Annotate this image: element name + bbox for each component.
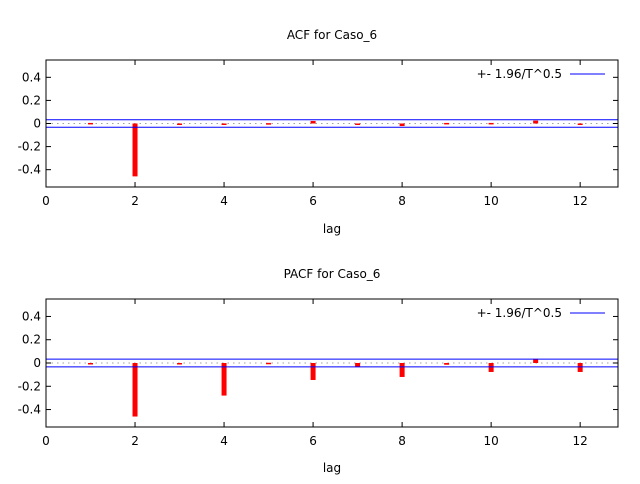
pacf-xtick-label: 12: [573, 434, 588, 448]
acf-bar-lag-9: [444, 122, 450, 125]
acf-bar-lag-8: [399, 123, 405, 127]
acf-bar-lag-5: [266, 123, 272, 125]
acf-bar-lag-1: [88, 122, 94, 125]
acf-xtick-label: 4: [220, 194, 228, 208]
pacf-panel: PACF for Caso_6 lag +- 1.96/T^0.5 0 2 4 6 8 1…: [18, 267, 619, 475]
pacf-ytick-label: 0.4: [22, 309, 41, 323]
pacf-bar-lag-2: [132, 363, 138, 417]
acf-ytick-label: -0.4: [18, 163, 41, 177]
acf-bar-lag-4: [221, 123, 227, 125]
pacf-xtick-label: 10: [483, 434, 498, 448]
pacf-bar-lag-6: [310, 363, 316, 380]
pacf-bar-lag-12: [577, 363, 583, 372]
pacf-ytick-label: -0.4: [18, 403, 41, 417]
acf-ytick-label: 0: [33, 117, 41, 131]
acf-xtick-label: 6: [309, 194, 317, 208]
pacf-xtick-label: 4: [220, 434, 228, 448]
pacf-bar-lag-1: [88, 363, 94, 365]
pacf-title: PACF for Caso_6: [284, 267, 381, 281]
acf-ytick-label: -0.2: [18, 140, 41, 154]
acf-ytick-label: 0.4: [22, 70, 41, 84]
pacf-ytick-label: 0.2: [22, 333, 41, 347]
pacf-xtick-label: 2: [131, 434, 139, 448]
pacf-ytick-label: 0: [33, 356, 41, 370]
acf-xtick-label: 10: [483, 194, 498, 208]
acf-bar-lag-6: [310, 120, 316, 124]
pacf-bar-lag-3: [177, 363, 183, 365]
acf-bar-lag-12: [577, 123, 583, 125]
acf-title: ACF for Caso_6: [287, 28, 377, 42]
acf-bar-lag-10: [488, 122, 494, 125]
acf-xlabel: lag: [323, 222, 341, 236]
acf-xtick-label: 2: [131, 194, 139, 208]
pacf-xlabel: lag: [323, 461, 341, 475]
pacf-legend-label: +- 1.96/T^0.5: [477, 306, 562, 320]
acf-xtick-label: 12: [573, 194, 588, 208]
pacf-bar-lag-4: [221, 363, 227, 396]
pacf-xtick-label: 0: [42, 434, 50, 448]
pacf-bar-lag-11: [533, 359, 539, 363]
pacf-bar-lag-8: [399, 363, 405, 377]
pacf-xtick-label: 6: [309, 434, 317, 448]
pacf-ytick-label: -0.2: [18, 379, 41, 393]
pacf-bar-lag-5: [266, 362, 272, 365]
acf-bar-lag-2: [132, 123, 138, 177]
pacf-bar-lag-10: [488, 363, 494, 372]
acf-panel: ACF for Caso_6 lag +- 1.96/T^0.5 0 2 4 6 8 10…: [18, 28, 619, 236]
acf-legend-label: +- 1.96/T^0.5: [477, 67, 562, 81]
acf-bar-lag-3: [177, 123, 183, 125]
acf-bar-lag-11: [533, 120, 539, 124]
acf-xtick-label: 0: [42, 194, 50, 208]
acf-bar-lag-7: [355, 123, 361, 125]
acf-ytick-label: 0.2: [22, 93, 41, 107]
pacf-xtick-label: 8: [398, 434, 406, 448]
pacf-bar-lag-9: [444, 363, 450, 365]
acf-xtick-label: 8: [398, 194, 406, 208]
pacf-bar-lag-7: [355, 363, 361, 367]
